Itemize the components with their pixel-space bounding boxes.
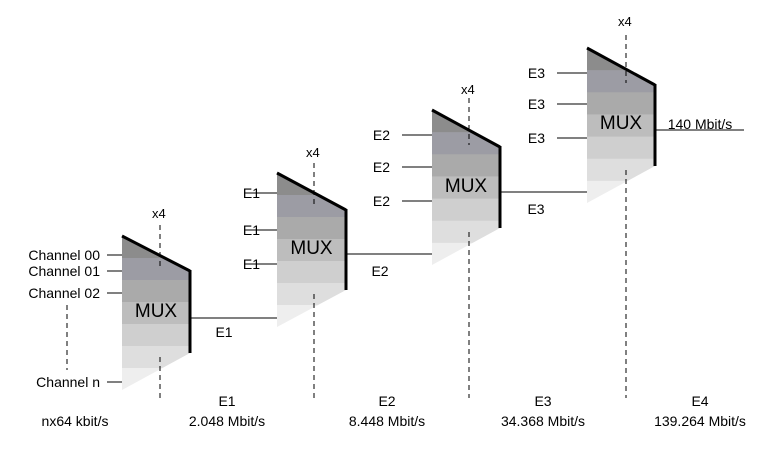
rate-value: nx64 kbit/s <box>42 413 109 429</box>
mux-label: MUX <box>290 238 333 259</box>
rate-level: E2 <box>378 393 395 409</box>
rate-label-3: E3 34.368 Mbit/s <box>501 393 585 429</box>
mux-top-edge <box>586 46 656 87</box>
mux-stage-2: x4 MUX E1 E1 E1 E2 <box>243 145 432 398</box>
mux-shade-band <box>277 261 346 284</box>
mux-top-edge <box>121 234 191 273</box>
rate-value: 139.264 Mbit/s <box>654 413 746 429</box>
input-label: E1 <box>243 256 260 272</box>
mux-shade-band <box>277 195 346 218</box>
mux-shade-band <box>432 176 500 200</box>
mux-shade-band <box>122 302 190 325</box>
input-label: Channel 01 <box>28 263 100 279</box>
mux-shade-band <box>277 239 346 262</box>
input-label: E3 <box>528 65 545 81</box>
output-label: E3 <box>527 201 544 217</box>
rate-label-4: E4 139.264 Mbit/s <box>654 393 746 429</box>
input-label: Channel 00 <box>28 247 100 263</box>
mux-shade-band <box>432 220 500 244</box>
mux-shade-band <box>122 280 190 303</box>
output-label: E2 <box>371 263 388 279</box>
rate-value: 2.048 Mbit/s <box>189 413 265 429</box>
multiplier-label: x4 <box>152 206 166 221</box>
mux-shade-band <box>587 114 655 138</box>
rate-label-2: E2 8.448 Mbit/s <box>349 393 425 429</box>
output-label: E1 <box>215 324 232 340</box>
mux-shade-band <box>432 154 500 178</box>
input-label: E2 <box>373 159 390 175</box>
multiplier-label: x4 <box>306 145 320 160</box>
mux-shade-band <box>587 180 655 203</box>
mux-shade-band <box>587 70 655 93</box>
rate-label-1: E1 2.048 Mbit/s <box>189 393 265 429</box>
input-label: E3 <box>528 96 545 112</box>
mux-shade-band <box>432 242 500 265</box>
mux-stage-4: x4 MUX E3 E3 E3 140 Mbit/s <box>528 14 744 398</box>
input-label: E2 <box>373 127 390 143</box>
mux-shade-band <box>122 368 190 390</box>
rate-level: E3 <box>534 393 551 409</box>
mux-shade-band <box>277 217 346 240</box>
mux-shade-band <box>587 158 655 182</box>
rate-value: 8.448 Mbit/s <box>349 413 425 429</box>
input-label: Channel 02 <box>28 285 100 301</box>
input-label: Channel n <box>36 374 100 390</box>
mux-stage-3: x4 MUX E2 E2 E2 E3 <box>373 82 587 398</box>
mux-label: MUX <box>135 301 178 322</box>
mux-shade-band <box>587 92 655 116</box>
mux-shade-band <box>432 132 500 155</box>
mux-shade-band <box>122 236 190 259</box>
mux-label: MUX <box>600 113 643 134</box>
rate-level: E4 <box>691 393 708 409</box>
input-label: E3 <box>528 130 545 146</box>
mux-shade-band <box>122 258 190 281</box>
input-label: E1 <box>243 185 260 201</box>
mux-label: MUX <box>445 176 488 197</box>
multiplier-label: x4 <box>618 14 632 29</box>
mux-shade-band <box>122 346 190 369</box>
output-label: 140 Mbit/s <box>668 116 733 132</box>
multiplier-label: x4 <box>461 82 475 97</box>
input-label: E2 <box>373 193 390 209</box>
rate-label-0: nx64 kbit/s <box>42 413 109 429</box>
mux-shade-band <box>432 198 500 222</box>
input-label: E1 <box>243 222 260 238</box>
rate-value: 34.368 Mbit/s <box>501 413 585 429</box>
mux-shade-band <box>277 283 346 306</box>
mux-shade-band <box>122 324 190 347</box>
mux-shade-band <box>277 305 346 327</box>
mux-top-edge <box>276 171 347 212</box>
rate-level: E1 <box>218 393 235 409</box>
mux-shade-band <box>587 136 655 160</box>
mux-top-edge <box>431 108 501 149</box>
